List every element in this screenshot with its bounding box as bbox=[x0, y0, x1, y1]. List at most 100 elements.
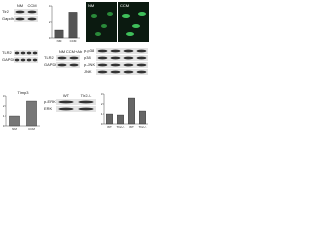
row-label: GAPDH bbox=[44, 62, 58, 67]
y-tick-label: 2 bbox=[49, 20, 51, 24]
band bbox=[32, 58, 38, 62]
band bbox=[27, 10, 37, 14]
blot-strip bbox=[56, 99, 96, 105]
x-tick-label: NM bbox=[57, 39, 62, 43]
blot-strip bbox=[96, 62, 148, 68]
row-label: Tlr2 bbox=[2, 9, 10, 14]
cell bbox=[91, 14, 97, 18]
band bbox=[123, 49, 134, 53]
y-tick-label: 3 bbox=[3, 94, 5, 98]
y-tick-label: 3 bbox=[101, 92, 103, 96]
bar bbox=[9, 115, 20, 127]
row-label: TLR2 bbox=[44, 55, 55, 60]
blot-strip bbox=[96, 48, 148, 54]
x-tick-label: WT bbox=[129, 125, 134, 129]
band bbox=[123, 56, 134, 60]
x-tick-label: CCM bbox=[28, 127, 35, 131]
band bbox=[58, 100, 74, 104]
band bbox=[110, 70, 121, 74]
band bbox=[27, 17, 37, 21]
band bbox=[97, 70, 108, 74]
band bbox=[97, 49, 108, 53]
cell bbox=[122, 14, 130, 18]
band bbox=[57, 63, 67, 67]
blot-strip bbox=[56, 62, 80, 68]
band bbox=[136, 56, 147, 60]
lane-label: Tlr2-/- bbox=[81, 93, 92, 98]
cell bbox=[138, 12, 146, 16]
bar bbox=[117, 114, 124, 125]
image-label: NM bbox=[88, 3, 94, 8]
x-tick-label: CCM bbox=[70, 39, 77, 43]
row-label: p-p38 bbox=[84, 48, 95, 53]
micrograph bbox=[86, 2, 117, 42]
blot-strip bbox=[14, 50, 38, 56]
bar bbox=[106, 113, 113, 125]
cell bbox=[107, 12, 113, 16]
chart-title: Timp3 bbox=[18, 90, 30, 95]
blot-strip bbox=[96, 69, 148, 75]
row-label: JNK bbox=[84, 69, 92, 74]
y-tick-label: 2 bbox=[3, 104, 5, 108]
cell bbox=[101, 24, 107, 28]
band bbox=[110, 63, 121, 67]
lane-label: NM bbox=[17, 3, 23, 8]
bar bbox=[128, 97, 135, 125]
bar bbox=[139, 110, 146, 125]
y-tick-label: 0 bbox=[101, 122, 103, 126]
y-tick-label: 1 bbox=[3, 114, 5, 118]
blot-strip bbox=[56, 55, 80, 61]
blot-strip bbox=[14, 16, 38, 22]
blot-strip bbox=[14, 9, 38, 15]
band bbox=[136, 63, 147, 67]
bar bbox=[26, 100, 37, 127]
band bbox=[97, 56, 108, 60]
band bbox=[26, 51, 32, 55]
y-tick-label: 0 bbox=[3, 124, 5, 128]
row-label: p-JNK bbox=[84, 62, 95, 67]
bar bbox=[68, 12, 78, 39]
band bbox=[14, 51, 20, 55]
lane-label: CCM+Ab bbox=[66, 49, 83, 54]
row-label: TLR2 bbox=[2, 50, 13, 55]
y-tick-label: 2 bbox=[101, 102, 103, 106]
image-label: CCM bbox=[120, 3, 129, 8]
band bbox=[123, 70, 134, 74]
band bbox=[97, 63, 108, 67]
row-label: p-ERK bbox=[44, 99, 56, 104]
band bbox=[14, 58, 20, 62]
band bbox=[20, 51, 26, 55]
row-label: p38 bbox=[84, 55, 91, 60]
y-tick-label: 4 bbox=[49, 4, 51, 8]
cell bbox=[95, 32, 101, 36]
band bbox=[69, 63, 79, 67]
band bbox=[15, 17, 25, 21]
micrograph bbox=[118, 2, 149, 42]
lane-label: WT bbox=[63, 93, 70, 98]
row-label: GAPDH bbox=[2, 57, 16, 62]
x-tick-label: Tlr2-/- bbox=[117, 125, 125, 129]
cell bbox=[126, 32, 134, 36]
band bbox=[110, 49, 121, 53]
x-tick-label: NM bbox=[12, 127, 17, 131]
bar bbox=[54, 29, 64, 39]
band bbox=[26, 58, 32, 62]
lane-label: NM bbox=[59, 49, 65, 54]
cell bbox=[132, 24, 140, 28]
blot-strip bbox=[56, 106, 96, 112]
lane-label: CCM bbox=[27, 3, 36, 8]
band bbox=[110, 56, 121, 60]
band bbox=[58, 107, 74, 111]
x-tick-label: WT bbox=[107, 125, 112, 129]
x-tick-label: Tlr2-/- bbox=[139, 125, 147, 129]
row-label: ERK bbox=[44, 106, 53, 111]
band bbox=[32, 51, 38, 55]
band bbox=[20, 58, 26, 62]
band bbox=[57, 56, 67, 60]
y-tick-label: 1 bbox=[101, 112, 103, 116]
y-tick-label: 0 bbox=[49, 36, 51, 40]
band bbox=[123, 63, 134, 67]
blot-strip bbox=[96, 55, 148, 61]
band bbox=[136, 70, 147, 74]
